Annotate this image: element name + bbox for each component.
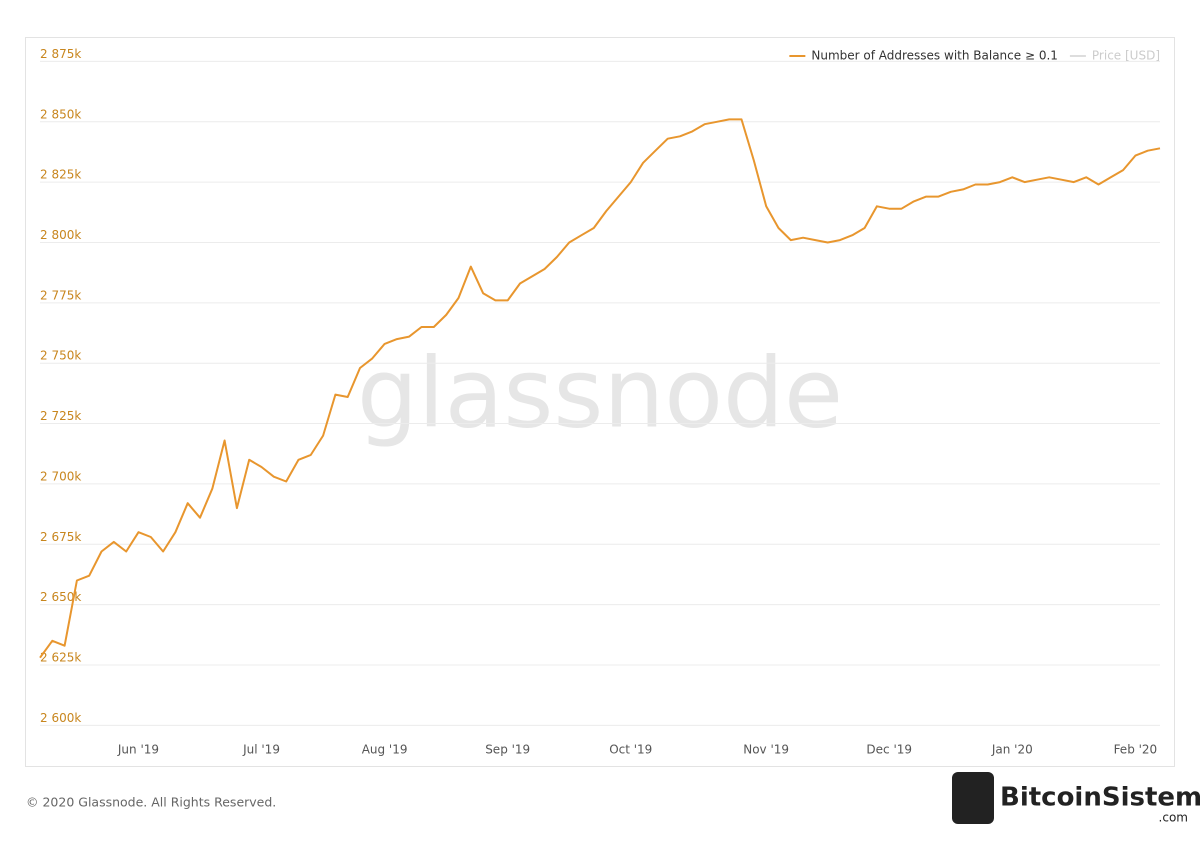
x-tick-label: Nov '19 bbox=[743, 743, 789, 757]
y-tick-label: 2 750k bbox=[40, 349, 81, 363]
y-tick-label: 2 600k bbox=[40, 711, 81, 725]
x-tick-label: Oct '19 bbox=[609, 743, 652, 757]
x-tick-label: Sep '19 bbox=[485, 743, 530, 757]
y-tick-label: 2 675k bbox=[40, 530, 81, 544]
chart-frame bbox=[25, 37, 1175, 767]
y-tick-label: 2 700k bbox=[40, 469, 81, 483]
y-tick-label: 2 875k bbox=[40, 47, 81, 61]
series-line bbox=[39, 118, 1161, 659]
y-tick-label: 2 825k bbox=[40, 168, 81, 182]
y-tick-label: 2 775k bbox=[40, 288, 81, 302]
x-tick-label: Jun '19 bbox=[117, 743, 159, 757]
x-tick-label: Dec '19 bbox=[866, 743, 912, 757]
x-tick-label: Feb '20 bbox=[1114, 743, 1158, 757]
x-tick-label: Aug '19 bbox=[362, 743, 408, 757]
y-tick-label: 2 650k bbox=[40, 590, 81, 604]
brand: BitcoinSistemi bbox=[1000, 783, 1200, 813]
y-tick-label: 2 800k bbox=[40, 228, 81, 242]
legend-label: Price [USD] bbox=[1092, 49, 1160, 63]
brand-suffix: .com bbox=[1159, 811, 1188, 825]
y-tick-label: 2 625k bbox=[40, 650, 81, 664]
x-tick-label: Jul '19 bbox=[242, 743, 280, 757]
x-tick-label: Jan '20 bbox=[991, 743, 1033, 757]
y-tick-label: 2 725k bbox=[40, 409, 81, 423]
watermark: glassnode bbox=[357, 337, 843, 449]
footer: © 2020 Glassnode. All Rights Reserved. bbox=[26, 795, 276, 810]
brand-icon bbox=[952, 772, 994, 824]
legend-label: Number of Addresses with Balance ≥ 0.1 bbox=[811, 49, 1058, 63]
y-tick-label: 2 850k bbox=[40, 107, 81, 121]
